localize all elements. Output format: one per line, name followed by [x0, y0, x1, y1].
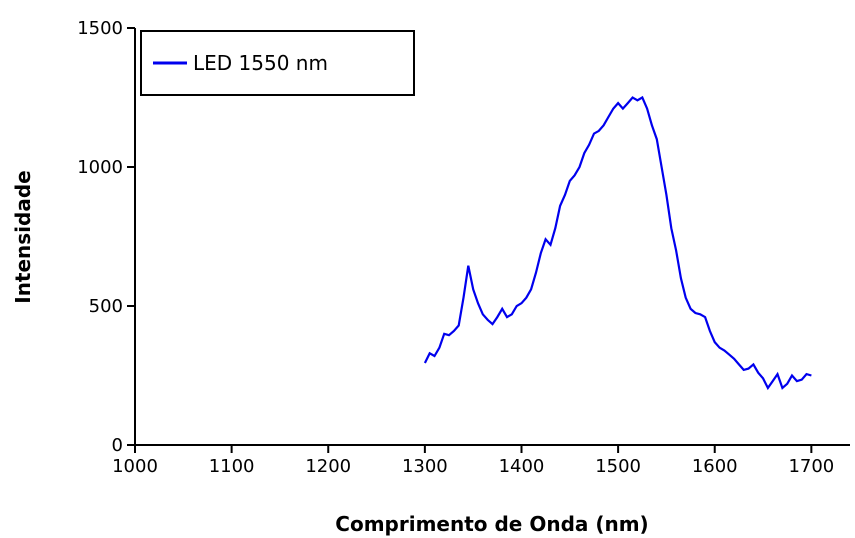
data-line — [423, 95, 812, 391]
y-tick-label: 500 — [89, 296, 123, 317]
y-tick-label: 1000 — [77, 157, 123, 178]
y-tick-label: 0 — [112, 435, 123, 456]
legend-label: LED 1550 nm — [193, 51, 328, 75]
y-axis-label: Intensidade — [11, 170, 35, 304]
x-tick-label: 1500 — [595, 456, 641, 477]
x-tick-label: 1600 — [692, 456, 738, 477]
x-tick-label: 1200 — [305, 456, 351, 477]
x-tick-label: 1300 — [402, 456, 448, 477]
x-tick-label: 1400 — [499, 456, 545, 477]
y-tick-label: 1500 — [77, 18, 123, 39]
x-tick-label: 1100 — [209, 456, 255, 477]
x-axis-label: Comprimento de Onda (nm) — [335, 512, 648, 536]
x-tick-label: 1000 — [112, 456, 158, 477]
x-tick-label: 1700 — [788, 456, 834, 477]
